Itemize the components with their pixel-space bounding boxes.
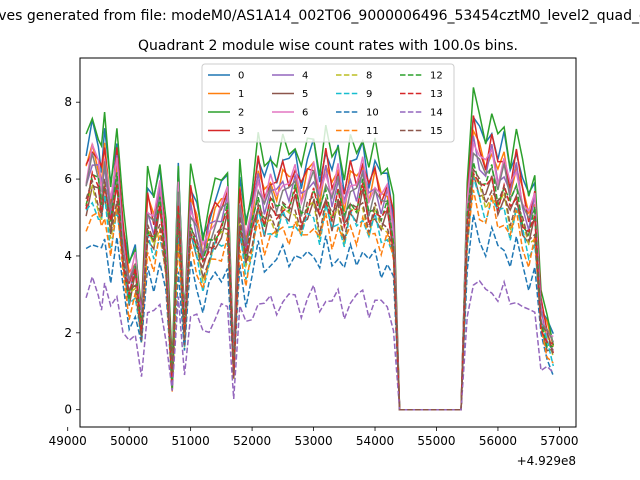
- x-tick-label: 51000: [172, 434, 210, 448]
- legend-label-13: 13: [430, 89, 443, 100]
- x-tick-label: 49000: [49, 434, 87, 448]
- legend-label-1: 1: [238, 89, 244, 100]
- series-line-15: [85, 167, 555, 411]
- series-layer: [85, 87, 555, 411]
- legend-label-14: 14: [430, 108, 443, 119]
- legend-label-12: 12: [430, 71, 443, 82]
- legend-label-0: 0: [238, 71, 244, 82]
- axes-layer: 49000 50000 51000 52000 53000 54000 55000 56000…: [49, 95, 579, 468]
- legend-label-11: 11: [366, 126, 379, 137]
- x-tick-label: 52000: [233, 434, 271, 448]
- legend-label-9: 9: [366, 89, 372, 100]
- legend-label-3: 3: [238, 126, 244, 137]
- series-line-3: [85, 115, 555, 411]
- legend-label-2: 2: [238, 108, 244, 119]
- y-tick-label: 0: [64, 403, 72, 417]
- x-tick-label: 57000: [540, 434, 578, 448]
- legend-label-10: 10: [366, 108, 379, 119]
- plot-frame: [79, 57, 577, 428]
- y-tick-label: 8: [64, 95, 72, 109]
- legend-label-6: 6: [302, 108, 308, 119]
- y-tick-label: 4: [64, 249, 72, 263]
- y-tick-label: 6: [64, 172, 72, 186]
- legend-label-4: 4: [302, 71, 308, 82]
- x-offset-label: +4.929e8: [517, 454, 576, 468]
- y-tick-label: 2: [64, 326, 72, 340]
- legend-label-8: 8: [366, 71, 372, 82]
- x-tick-label: 50000: [110, 434, 148, 448]
- x-tick-label: 56000: [479, 434, 517, 448]
- series-line-10: [85, 214, 555, 411]
- series-line-2: [85, 87, 555, 411]
- series-line-6: [85, 140, 554, 411]
- figure-suptitle: Light curves generated from file: modeM0…: [0, 8, 640, 24]
- legend-label-15: 15: [430, 126, 443, 137]
- x-tick-label: 54000: [356, 434, 394, 448]
- legend-label-5: 5: [302, 89, 308, 100]
- x-tick-label: 55000: [417, 434, 455, 448]
- legend-box: [201, 63, 455, 143]
- series-line-14: [85, 274, 554, 411]
- series-line-13: [85, 169, 554, 411]
- legend-label-7: 7: [302, 126, 308, 137]
- chart-title: Quadrant 2 module wise count rates with …: [138, 38, 518, 54]
- x-tick-label: 53000: [294, 434, 332, 448]
- series-line-12: [85, 162, 554, 411]
